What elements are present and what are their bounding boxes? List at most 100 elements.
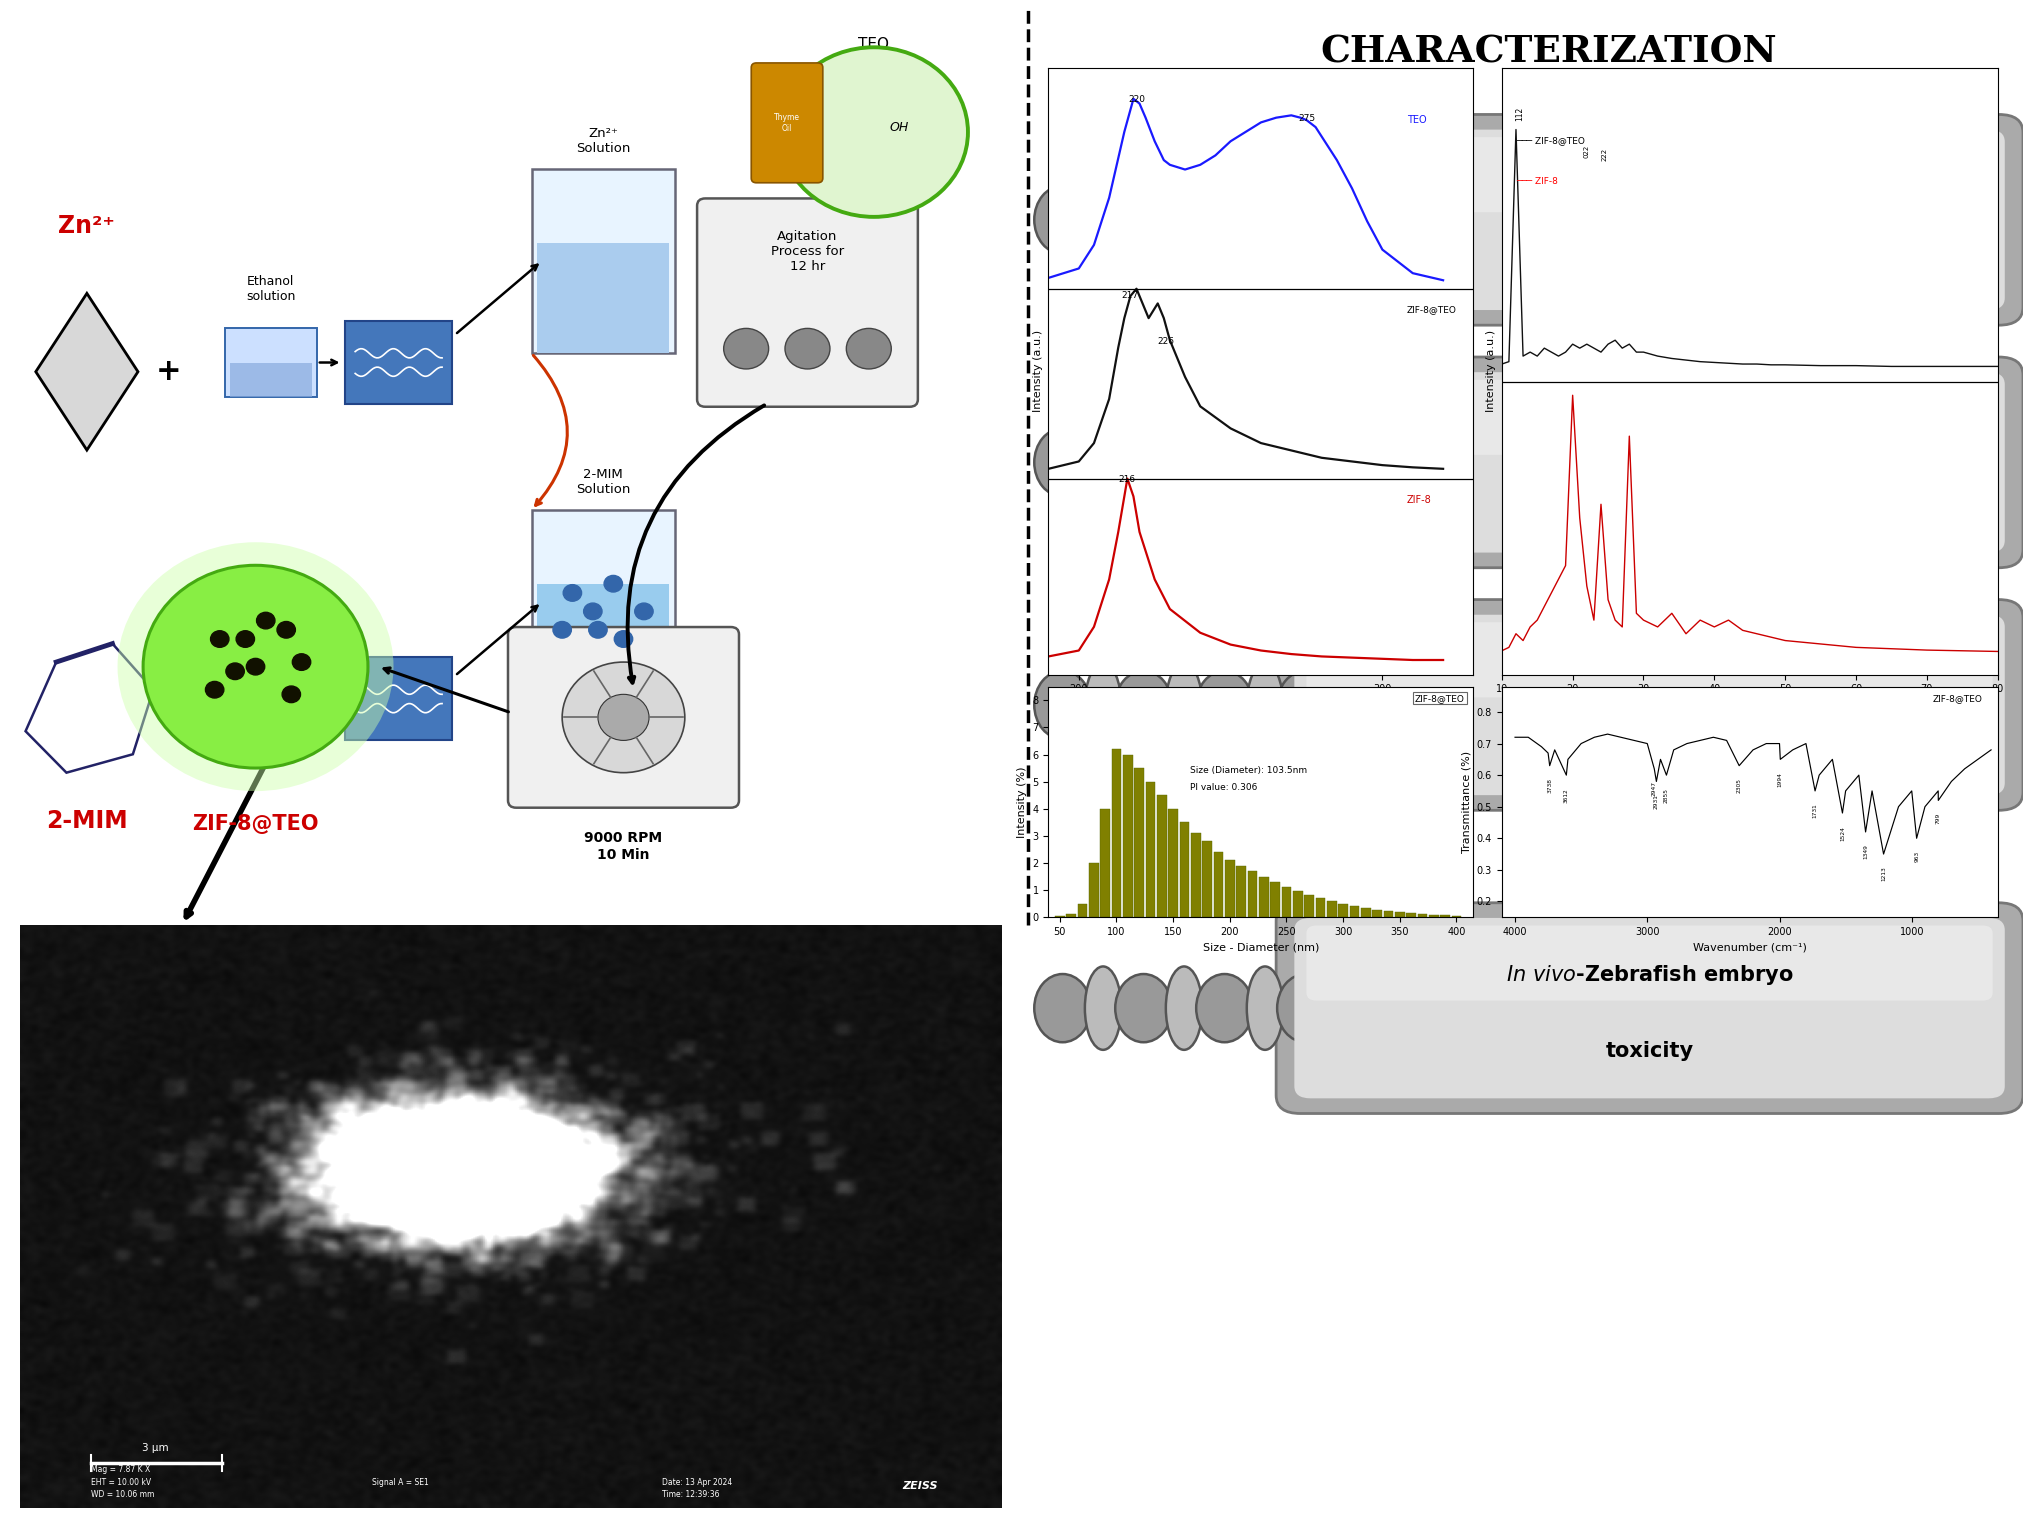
FancyBboxPatch shape — [344, 658, 451, 740]
Text: 1349: 1349 — [1861, 844, 1867, 860]
Ellipse shape — [1196, 670, 1252, 738]
Ellipse shape — [1196, 186, 1252, 253]
Bar — [1202, 841, 1212, 917]
Text: 2305: 2305 — [1736, 778, 1742, 793]
Ellipse shape — [1115, 670, 1171, 738]
Ellipse shape — [1277, 429, 1333, 497]
Text: Date: 13 Apr 2024: Date: 13 Apr 2024 — [662, 1478, 732, 1487]
X-axis label: Wavenumber (cm⁻¹): Wavenumber (cm⁻¹) — [1691, 943, 1807, 952]
Text: ZIF-8@TEO: ZIF-8@TEO — [1406, 306, 1457, 315]
Circle shape — [589, 622, 607, 638]
FancyBboxPatch shape — [1307, 138, 1991, 212]
Bar — [1088, 863, 1098, 917]
Text: 2-MIM
Solution: 2-MIM Solution — [577, 468, 629, 496]
Ellipse shape — [1277, 975, 1333, 1043]
FancyBboxPatch shape — [508, 628, 738, 808]
Text: TEO: TEO — [858, 36, 888, 52]
Ellipse shape — [1277, 186, 1333, 253]
Ellipse shape — [1246, 421, 1283, 505]
Text: 1213: 1213 — [1879, 867, 1885, 881]
FancyBboxPatch shape — [1295, 373, 2003, 553]
Text: 220: 220 — [1127, 96, 1145, 105]
Ellipse shape — [1165, 664, 1202, 747]
Text: Agitation
Process for
12 hr: Agitation Process for 12 hr — [771, 230, 844, 273]
Text: 9000 RPM
10 Min: 9000 RPM 10 Min — [585, 831, 662, 861]
Text: Zn²⁺
Solution: Zn²⁺ Solution — [577, 127, 629, 155]
Text: ZIF-8@TEO: ZIF-8@TEO — [1932, 694, 1983, 702]
Ellipse shape — [1165, 177, 1202, 261]
Text: Size (Diameter): 103.5nm: Size (Diameter): 103.5nm — [1190, 767, 1307, 776]
Text: ─── ZIF-8@TEO: ─── ZIF-8@TEO — [1515, 136, 1584, 146]
Ellipse shape — [1165, 421, 1202, 505]
Ellipse shape — [1034, 186, 1090, 253]
Text: Ethanol
solution: Ethanol solution — [247, 274, 295, 303]
Circle shape — [562, 585, 581, 602]
Text: 1731: 1731 — [1813, 803, 1817, 819]
Text: Ethanol
solution: Ethanol solution — [247, 611, 295, 640]
Text: 963: 963 — [1914, 850, 1918, 863]
Ellipse shape — [1084, 421, 1121, 505]
Text: 1994: 1994 — [1776, 772, 1782, 787]
Text: $\mathit{In\ vitro}$-Hemolysis assay: $\mathit{In\ vitro}$-Hemolysis assay — [1509, 693, 1788, 717]
FancyBboxPatch shape — [751, 64, 823, 183]
Ellipse shape — [1034, 975, 1090, 1043]
Ellipse shape — [1115, 429, 1171, 497]
Bar — [1327, 901, 1335, 917]
Y-axis label: Intensity (a.u.): Intensity (a.u.) — [1485, 330, 1495, 412]
Text: 2-MIM: 2-MIM — [47, 808, 127, 832]
Bar — [1349, 905, 1359, 917]
Bar — [1315, 897, 1325, 917]
Bar — [1416, 914, 1426, 917]
Bar — [1101, 808, 1109, 917]
Text: 2947: 2947 — [1651, 781, 1657, 796]
Bar — [1214, 852, 1222, 917]
Circle shape — [206, 681, 225, 697]
Bar — [1246, 872, 1256, 917]
Ellipse shape — [1246, 967, 1283, 1049]
Text: ZEISS: ZEISS — [902, 1481, 939, 1492]
Circle shape — [597, 694, 649, 740]
Bar — [1293, 891, 1303, 917]
Text: 216: 216 — [1119, 475, 1135, 484]
X-axis label: Degree 2 Theta: Degree 2 Theta — [1705, 700, 1792, 709]
Text: ZIF-8@TEO: ZIF-8@TEO — [1414, 694, 1465, 702]
Bar — [1303, 894, 1313, 917]
Text: Signal A = SE1: Signal A = SE1 — [372, 1478, 429, 1487]
Text: 275: 275 — [1297, 114, 1315, 123]
Circle shape — [583, 603, 601, 620]
Text: 226: 226 — [1157, 337, 1173, 346]
FancyBboxPatch shape — [1307, 925, 1991, 1001]
Circle shape — [117, 543, 392, 791]
Bar — [1066, 914, 1076, 917]
Ellipse shape — [1246, 177, 1283, 261]
Bar — [1123, 755, 1133, 917]
Text: OH: OH — [890, 121, 908, 133]
FancyBboxPatch shape — [1277, 902, 2023, 1113]
Ellipse shape — [1246, 664, 1283, 747]
Ellipse shape — [1115, 975, 1171, 1043]
Text: 022: 022 — [1584, 144, 1588, 158]
FancyBboxPatch shape — [1277, 358, 2023, 568]
Circle shape — [210, 631, 229, 647]
Text: 3612: 3612 — [1564, 788, 1568, 802]
Y-axis label: Intensity (%): Intensity (%) — [1016, 766, 1026, 838]
Text: PI value: 0.306: PI value: 0.306 — [1190, 782, 1256, 791]
Circle shape — [562, 662, 684, 773]
Text: TEO: TEO — [1406, 115, 1426, 124]
Text: 2931: 2931 — [1653, 794, 1659, 810]
Polygon shape — [225, 327, 318, 397]
Circle shape — [237, 631, 255, 647]
Text: toxicity: toxicity — [1604, 1040, 1693, 1061]
FancyBboxPatch shape — [1295, 130, 2003, 311]
Polygon shape — [532, 168, 674, 353]
Text: $\mathit{In\ vivo}$-Zebrafish embryo: $\mathit{In\ vivo}$-Zebrafish embryo — [1505, 963, 1792, 987]
FancyBboxPatch shape — [1277, 599, 2023, 810]
Circle shape — [635, 603, 653, 620]
Bar — [1440, 916, 1448, 917]
Ellipse shape — [1034, 429, 1090, 497]
Text: 217: 217 — [1121, 291, 1139, 300]
Polygon shape — [536, 243, 670, 353]
Circle shape — [785, 329, 829, 368]
Bar — [1372, 910, 1382, 917]
Text: ZIF-8@TEO: ZIF-8@TEO — [192, 814, 320, 834]
